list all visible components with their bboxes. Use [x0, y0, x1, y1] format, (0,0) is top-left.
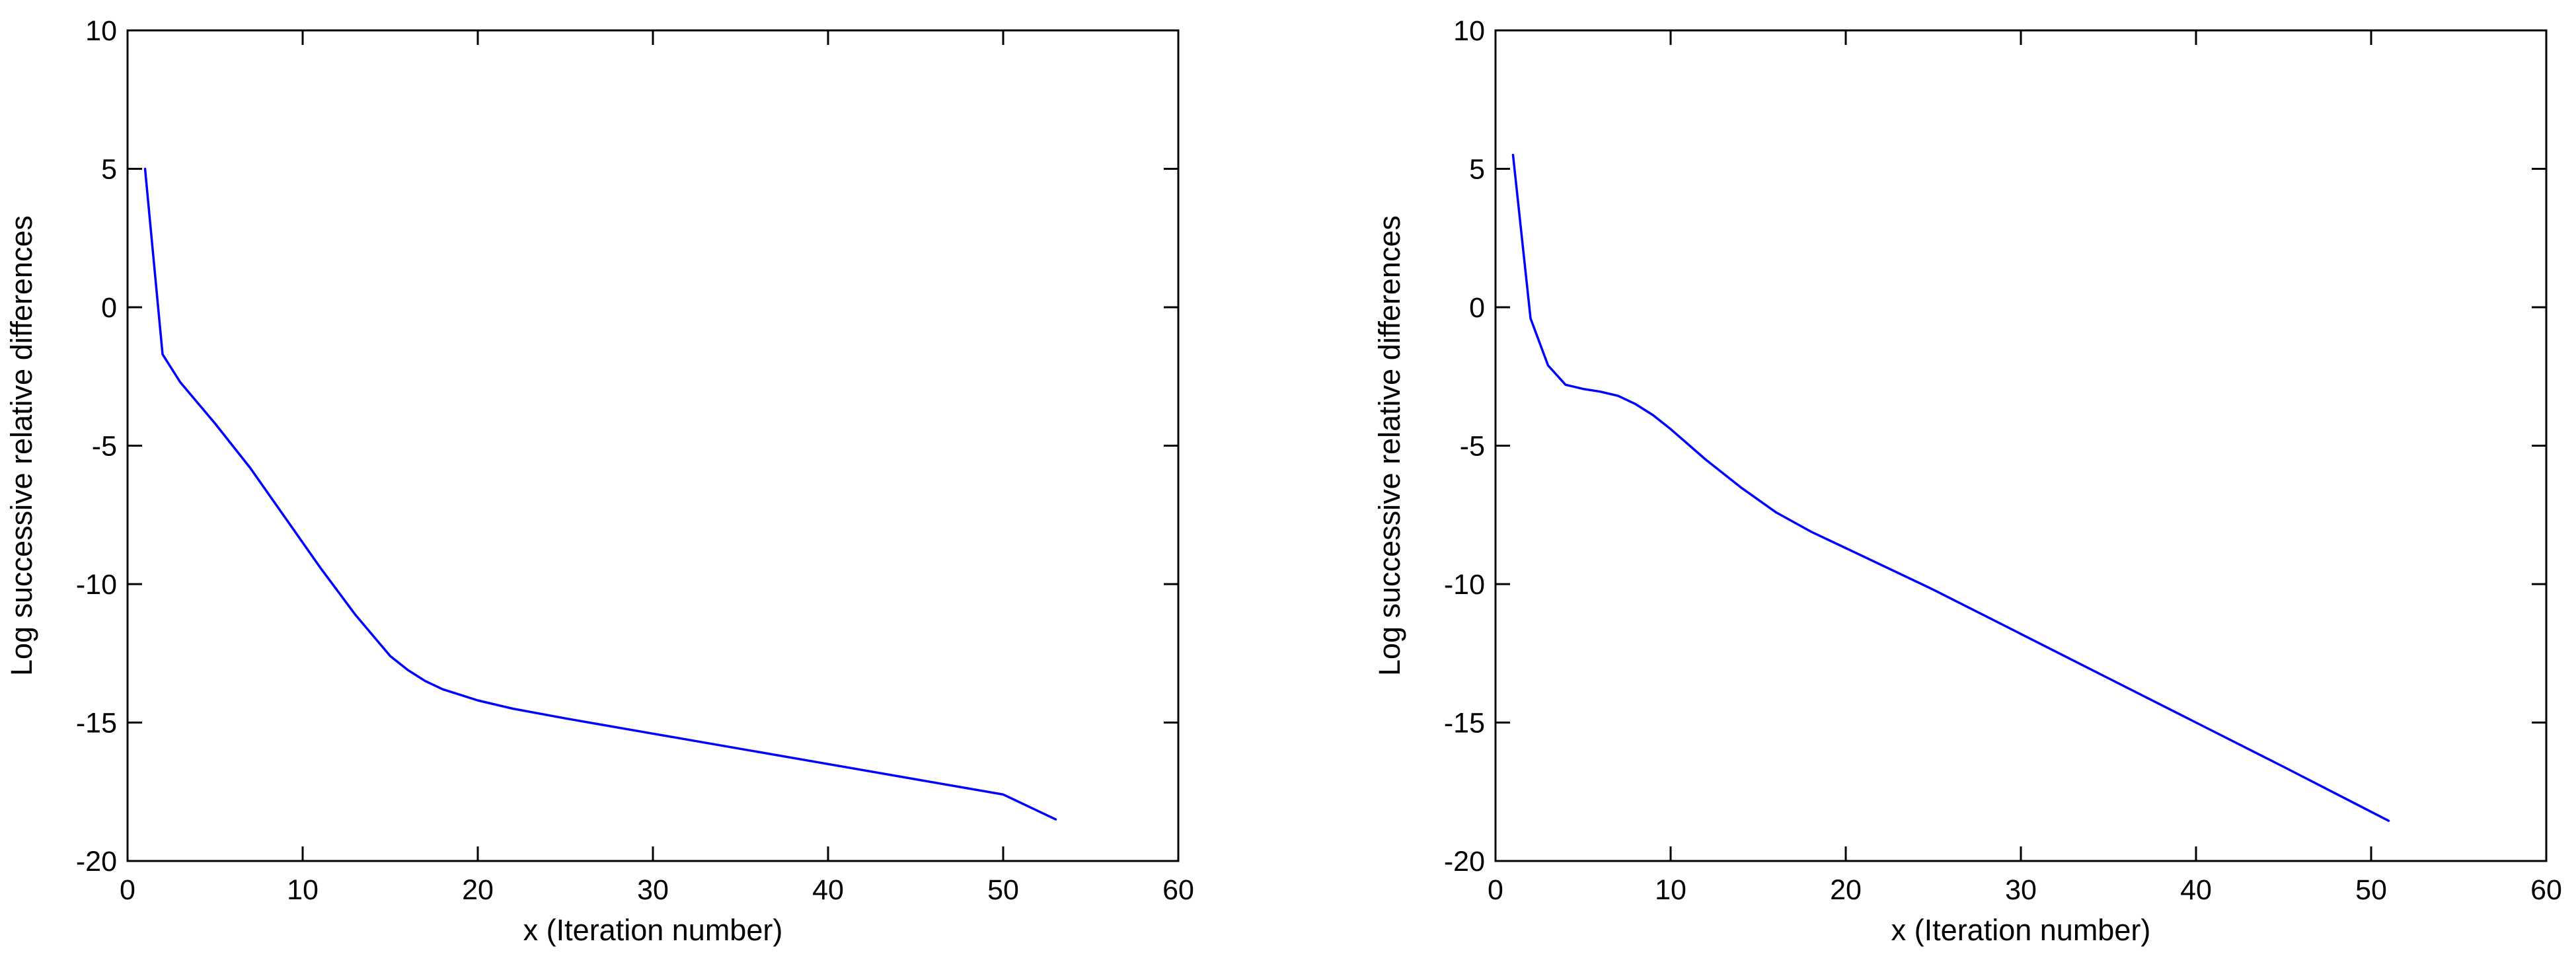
- x-axis-label-right: x (Iteration number): [1891, 913, 2151, 947]
- x-tick-label-right-0: 0: [1488, 874, 1503, 906]
- x-tick-label-left-20: 20: [462, 874, 494, 906]
- x-tick-label-left-10: 10: [287, 874, 319, 906]
- y-tick-label-left-10: 10: [85, 15, 117, 47]
- plot-frame-left: [126, 29, 1180, 862]
- x-tick-label-left-0: 0: [120, 874, 135, 906]
- y-tick-label-right--5: -5: [1460, 431, 1485, 463]
- y-tick-label-right-10: 10: [1453, 15, 1485, 47]
- y-tick-label-left--5: -5: [92, 431, 117, 463]
- y-axis-label-right: Log successive relative differences: [1373, 215, 1406, 676]
- y-tick-label-right-0: 0: [1469, 292, 1485, 324]
- chart-left: 0 10 20 30 40 50 60 -20 -15 -10 -5 0 5 10 x (Iteration…: [5, 15, 1194, 947]
- series-line-left-0: [143, 167, 1057, 821]
- y-tick-label-left--20: -20: [76, 846, 117, 877]
- x-tick-label-left-40: 40: [812, 874, 844, 906]
- series-line-right-0: [1511, 153, 2390, 822]
- x-tick-label-left-30: 30: [637, 874, 669, 906]
- x-tick-label-right-40: 40: [2180, 874, 2212, 906]
- plot-frame-right: [1494, 29, 2548, 862]
- y-tick-label-right--20: -20: [1444, 846, 1485, 877]
- y-tick-label-left-0: 0: [101, 292, 117, 324]
- y-tick-label-right--15: -15: [1444, 708, 1485, 739]
- chart-right: 0 10 20 30 40 50 60 -20 -15 -10 -5 0 5 10 x (Iteration…: [1373, 15, 2562, 947]
- y-tick-label-right--10: -10: [1444, 569, 1485, 601]
- y-axis-label-left: Log successive relative differences: [5, 215, 38, 676]
- x-tick-label-left-50: 50: [987, 874, 1019, 906]
- x-axis-label-left: x (Iteration number): [523, 913, 783, 947]
- x-tick-label-right-60: 60: [2530, 874, 2562, 906]
- x-tick-label-left-60: 60: [1162, 874, 1194, 906]
- x-tick-label-right-30: 30: [2005, 874, 2037, 906]
- y-tick-label-left--15: -15: [76, 708, 117, 739]
- x-tick-label-right-20: 20: [1830, 874, 1862, 906]
- y-tick-label-left--10: -10: [76, 569, 117, 601]
- x-tick-label-right-50: 50: [2355, 874, 2387, 906]
- x-tick-label-right-10: 10: [1655, 874, 1686, 906]
- y-tick-label-left-5: 5: [101, 154, 117, 186]
- y-tick-label-right-5: 5: [1469, 154, 1485, 186]
